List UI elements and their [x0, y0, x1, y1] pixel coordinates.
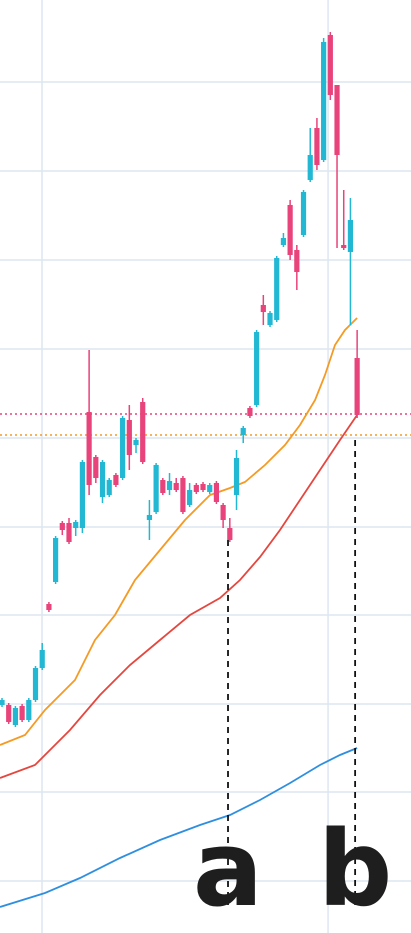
candle-body: [354, 358, 360, 415]
candle-body: [274, 258, 280, 320]
candle-body: [106, 480, 112, 495]
candle-body: [207, 485, 213, 492]
candle-body: [314, 128, 320, 165]
candle-body: [6, 705, 12, 722]
candle-body: [166, 481, 173, 490]
candle-body: [260, 305, 266, 312]
candle-body: [32, 668, 39, 700]
candle-body: [327, 35, 333, 95]
candle-body: [347, 220, 354, 252]
candle-body: [66, 523, 72, 542]
candle-body: [240, 428, 246, 435]
candle-body: [233, 458, 240, 495]
candle-body: [287, 205, 293, 255]
candle-body: [307, 155, 313, 180]
candle-body: [79, 462, 86, 528]
annotation-label: b: [318, 808, 392, 930]
annotation-label: a: [193, 808, 263, 930]
candle-body: [99, 462, 106, 497]
candle-body: [126, 420, 132, 455]
candle-body: [247, 408, 253, 416]
candle-body: [321, 42, 327, 160]
candle-body: [0, 700, 5, 705]
moving-average: [0, 317, 358, 746]
candle-body: [146, 515, 153, 520]
candle-body: [294, 250, 300, 272]
candle-body: [59, 523, 65, 530]
candle-body: [153, 465, 159, 512]
candle-body: [227, 528, 233, 540]
moving-average: [0, 747, 358, 908]
candle-body: [12, 708, 19, 725]
candle-body: [26, 700, 32, 720]
candle-body: [334, 85, 340, 155]
candle-body: [267, 313, 273, 325]
candle-body: [73, 522, 79, 528]
candle-body: [341, 245, 347, 248]
candle-body: [220, 505, 226, 520]
candle-body: [53, 538, 59, 582]
candle-body: [120, 418, 126, 478]
candle-body: [113, 475, 119, 485]
candle-body: [213, 483, 220, 502]
moving-average: [0, 414, 358, 779]
candle-body: [193, 485, 199, 492]
candle-body: [39, 650, 45, 668]
candle-body: [180, 478, 186, 512]
candle-body: [173, 483, 179, 490]
candle-body: [254, 332, 260, 405]
candle-body: [19, 706, 25, 720]
candle-body: [133, 440, 139, 445]
candle-body: [187, 490, 193, 505]
candle-body: [300, 192, 307, 235]
candle-body: [160, 480, 166, 493]
candle-body: [86, 412, 92, 485]
candle-body: [280, 238, 287, 245]
candle-body: [140, 402, 146, 462]
candle-body: [46, 604, 52, 610]
candle-body: [200, 484, 206, 490]
candle-body: [93, 457, 99, 478]
